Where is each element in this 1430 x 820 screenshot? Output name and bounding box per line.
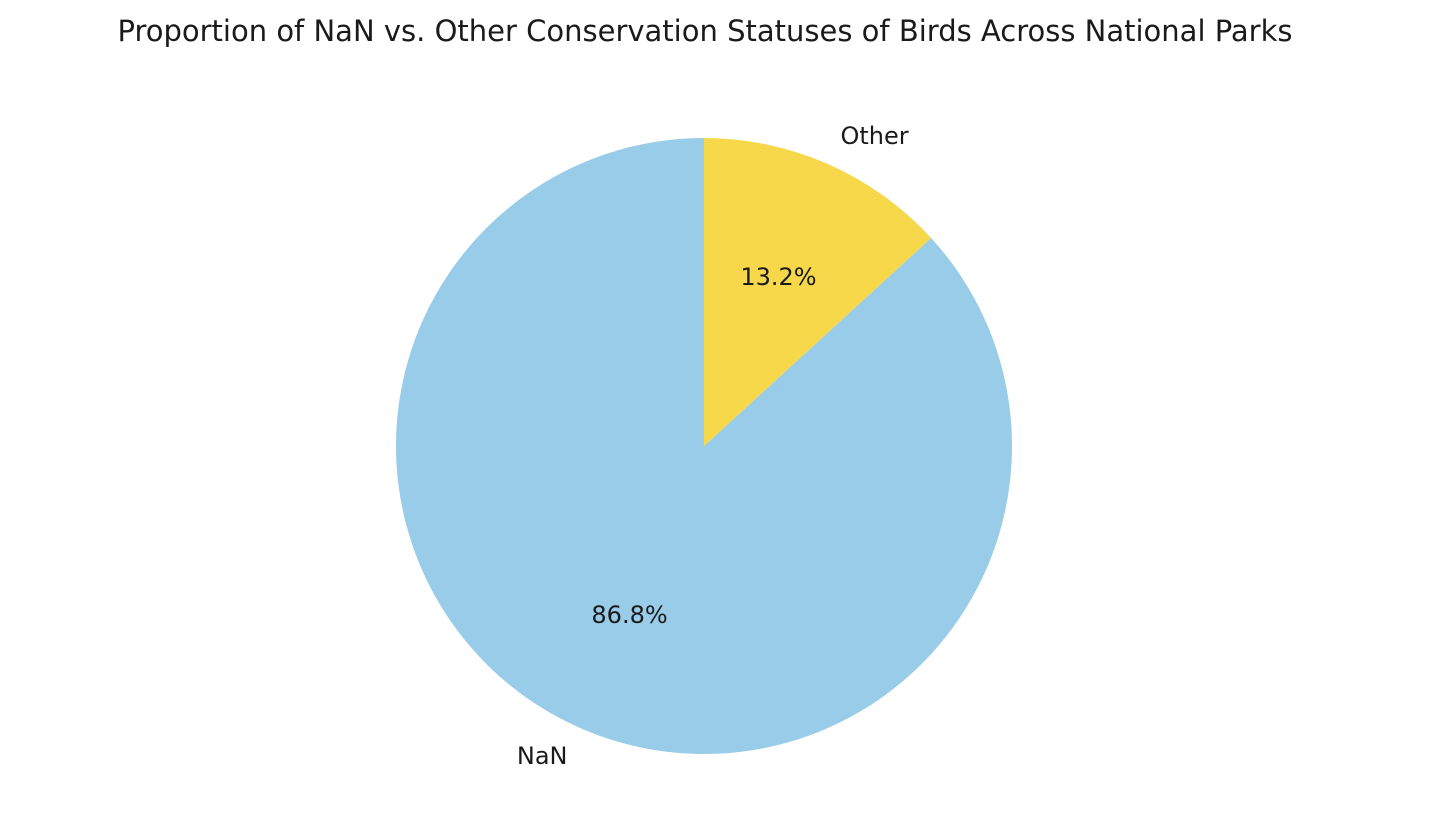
pie-labels: NaN 86.8% Other 13.2% bbox=[517, 122, 909, 770]
chart-title: Proportion of NaN vs. Other Conservation… bbox=[117, 14, 1293, 48]
pie-slice-other bbox=[704, 138, 932, 446]
slice-percent-other: 13.2% bbox=[740, 263, 816, 291]
slice-label-nan: NaN bbox=[517, 742, 568, 770]
pie-slices bbox=[396, 138, 1013, 754]
slice-percent-nan: 86.8% bbox=[591, 601, 667, 629]
slice-label-other: Other bbox=[841, 122, 909, 150]
pie-slice-nan bbox=[396, 138, 1013, 754]
